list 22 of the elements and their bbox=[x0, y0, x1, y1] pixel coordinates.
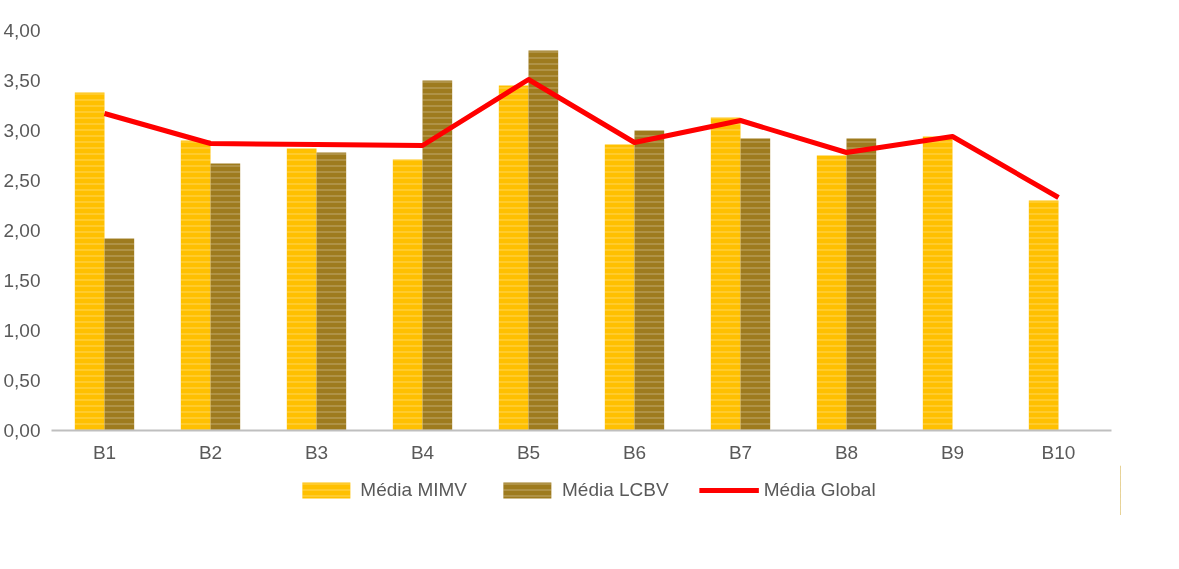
y-tick-label: 2,00 bbox=[3, 220, 41, 241]
x-tick-label: B10 bbox=[1041, 441, 1076, 463]
x-tick-label: B9 bbox=[940, 441, 965, 463]
x-tick-label: B2 bbox=[198, 441, 223, 463]
x-tick-label: B1 bbox=[92, 441, 117, 463]
x-tick-label: B6 bbox=[622, 441, 647, 463]
legend-label: Média MIMV bbox=[360, 479, 468, 501]
x-tick-label: B5 bbox=[516, 441, 541, 463]
y-tick-label: 3,50 bbox=[3, 70, 41, 91]
x-tick-label: B8 bbox=[834, 441, 859, 463]
y-tick-label: 2,50 bbox=[3, 170, 41, 191]
x-tick-label: B7 bbox=[728, 441, 753, 463]
x-tick-label: B4 bbox=[410, 441, 435, 463]
y-tick-label: 1,00 bbox=[3, 320, 41, 341]
legend-label: Média LCBV bbox=[562, 479, 669, 501]
x-tick-label: B3 bbox=[304, 441, 329, 463]
y-tick-label: 0,00 bbox=[3, 420, 41, 441]
y-tick-label: 1,50 bbox=[3, 270, 41, 291]
y-tick-label: 0,50 bbox=[3, 370, 41, 391]
y-tick-label: 3,00 bbox=[3, 120, 41, 141]
legend-label: Média Global bbox=[763, 479, 876, 501]
y-tick-label: 4,00 bbox=[3, 20, 41, 41]
